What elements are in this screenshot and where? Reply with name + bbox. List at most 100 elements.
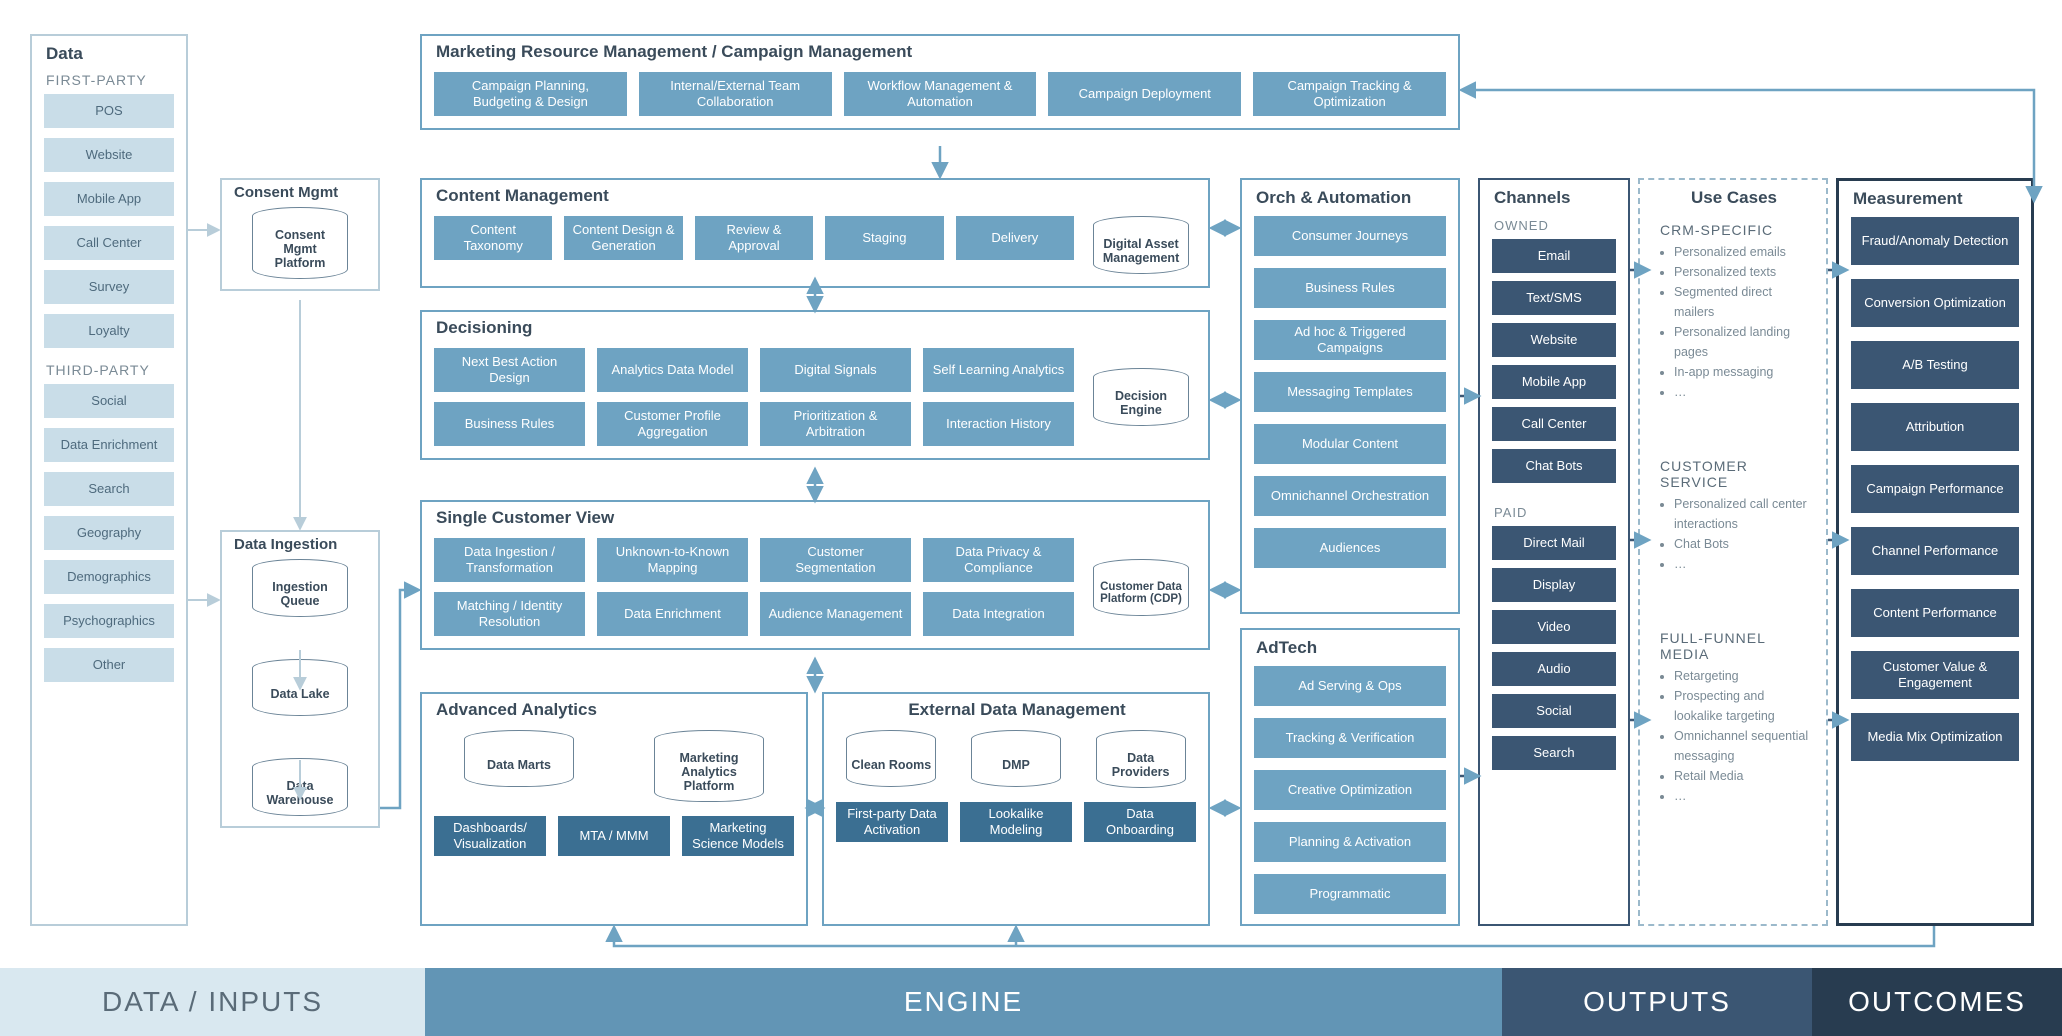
row: Dashboards/ VisualizationMTA / MMMMarket…	[434, 816, 794, 856]
item-box: Ad hoc & Triggered Campaigns	[1254, 320, 1446, 360]
item-box: Creative Optimization	[1254, 770, 1446, 810]
list-item: Omnichannel sequential messaging	[1674, 726, 1814, 766]
owned-list: EmailText/SMSWebsiteMobile AppCall Cente…	[1492, 239, 1616, 483]
item-box: Customer Segmentation	[760, 538, 911, 582]
list-item: Personalized landing pages	[1674, 322, 1814, 362]
item-box: Mobile App	[44, 182, 174, 216]
item-box: Digital Signals	[760, 348, 911, 392]
cylinder-label: Data Marts	[464, 739, 574, 787]
item-box: Channel Performance	[1851, 527, 2019, 575]
item-box: Conversion Optimization	[1851, 279, 2019, 327]
cylinder-label: Data Providers	[1096, 739, 1186, 788]
item-box: Data Onboarding	[1084, 802, 1196, 842]
uc-list: Personalized call center interactionsCha…	[1652, 494, 1814, 574]
row: Next Best Action DesignAnalytics Data Mo…	[434, 348, 1074, 392]
cylinder-label: Customer Data Platform (CDP)	[1093, 568, 1189, 616]
content-box: Delivery	[956, 216, 1074, 260]
content-box: Review & Approval	[695, 216, 813, 260]
item-box: Other	[44, 648, 174, 682]
scv-panel: Single Customer View Data Ingestion / Tr…	[420, 500, 1210, 650]
item-box: Omnichannel Orchestration	[1254, 476, 1446, 516]
analytics-panel: Advanced Analytics Data Marts Marketing …	[420, 692, 808, 926]
cylinder-icon: Customer Data Platform (CDP)	[1093, 559, 1189, 616]
cylinder-icon: Data Lake	[252, 659, 348, 716]
item-box: Dashboards/ Visualization	[434, 816, 546, 856]
uc-list: RetargetingProspecting and lookalike tar…	[1652, 666, 1814, 806]
panel-title: Measurement	[1853, 189, 2019, 209]
panel-title: Use Cases	[1654, 188, 1814, 208]
item-box: Unknown-to-Known Mapping	[597, 538, 748, 582]
item-box: Campaign Planning, Budgeting & Design	[434, 72, 627, 116]
item-box: Marketing Science Models	[682, 816, 794, 856]
orch-list: Consumer JourneysBusiness RulesAd hoc & …	[1254, 216, 1446, 568]
item-box: Social	[1492, 694, 1616, 728]
item-box: Geography	[44, 516, 174, 550]
item-box: Data Enrichment	[44, 428, 174, 462]
list-item: Segmented direct mailers	[1674, 282, 1814, 322]
item-box: Planning & Activation	[1254, 822, 1446, 862]
panel-title: Consent Mgmt	[234, 184, 368, 201]
data-panel: Data FIRST-PARTY POSWebsiteMobile AppCal…	[30, 34, 188, 926]
item-box: Internal/External Team Collaboration	[639, 72, 832, 116]
panel-title: Data Ingestion	[234, 536, 368, 553]
item-box: Website	[1492, 323, 1616, 357]
panel-title: Content Management	[436, 186, 1196, 206]
item-box: Search	[44, 472, 174, 506]
item-box: Fraud/Anomaly Detection	[1851, 217, 2019, 265]
adtech-list: Ad Serving & OpsTracking & VerificationC…	[1254, 666, 1446, 914]
third-party-list: SocialData EnrichmentSearchGeographyDemo…	[44, 384, 174, 682]
cylinder-icon: Consent Mgmt Platform	[252, 207, 348, 279]
subhead-first-party: FIRST-PARTY	[46, 72, 174, 88]
adtech-panel: AdTech Ad Serving & OpsTracking & Verifi…	[1240, 628, 1460, 926]
item-box: Workflow Management & Automation	[844, 72, 1037, 116]
list-item: Prospecting and lookalike targeting	[1674, 686, 1814, 726]
list-item: Personalized call center interactions	[1674, 494, 1814, 534]
item-box: Matching / Identity Resolution	[434, 592, 585, 636]
band-engine: ENGINE	[425, 968, 1502, 1036]
item-box: Audio	[1492, 652, 1616, 686]
cylinder-label: Data Warehouse	[252, 767, 348, 816]
row: Business RulesCustomer Profile Aggregati…	[434, 402, 1074, 446]
subhead-third-party: THIRD-PARTY	[46, 362, 174, 378]
list-item: Personalized emails	[1674, 242, 1814, 262]
item-box: Display	[1492, 568, 1616, 602]
cylinder-label: DMP	[971, 739, 1061, 787]
panel-title: Orch & Automation	[1256, 188, 1446, 208]
item-box: Email	[1492, 239, 1616, 273]
item-box: Analytics Data Model	[597, 348, 748, 392]
decisioning-panel: Decisioning Next Best Action DesignAnaly…	[420, 310, 1210, 460]
item-box: Prioritization & Arbitration	[760, 402, 911, 446]
item-box: Data Privacy & Compliance	[923, 538, 1074, 582]
panel-title: External Data Management	[838, 700, 1196, 720]
cylinder-label: Digital Asset Management	[1093, 225, 1189, 274]
consent-panel: Consent Mgmt Consent Mgmt Platform	[220, 178, 380, 291]
item-box: Social	[44, 384, 174, 418]
item-box: Data Ingestion / Transformation	[434, 538, 585, 582]
cylinder-icon: Data Warehouse	[252, 758, 348, 816]
mrm-row: Campaign Planning, Budgeting & Design Int…	[434, 72, 1446, 116]
cylinder-icon: Data Providers	[1096, 730, 1186, 788]
item-box: Direct Mail	[1492, 526, 1616, 560]
item-box: Messaging Templates	[1254, 372, 1446, 412]
cylinder-label: Marketing Analytics Platform	[654, 739, 764, 802]
list-item: Chat Bots	[1674, 534, 1814, 554]
item-box: POS	[44, 94, 174, 128]
item-box: Ad Serving & Ops	[1254, 666, 1446, 706]
item-box: Lookalike Modeling	[960, 802, 1072, 842]
footer-bands: DATA / INPUTS ENGINE OUTPUTS OUTCOMES	[0, 968, 2062, 1036]
item-box: Campaign Deployment	[1048, 72, 1241, 116]
item-box: Data Enrichment	[597, 592, 748, 636]
list-item: In-app messaging	[1674, 362, 1814, 382]
item-box: Attribution	[1851, 403, 2019, 451]
measurement-list: Fraud/Anomaly Detection Conversion Optimi…	[1851, 217, 2019, 761]
band-data: DATA / INPUTS	[0, 968, 425, 1036]
cylinder-icon: Decision Engine	[1093, 368, 1189, 426]
mrm-panel: Marketing Resource Management / Campaign…	[420, 34, 1460, 130]
row: First-party Data ActivationLookalike Mod…	[836, 802, 1196, 842]
item-box: Customer Value & Engagement	[1851, 651, 2019, 699]
item-box: Media Mix Optimization	[1851, 713, 2019, 761]
item-box: Video	[1492, 610, 1616, 644]
item-box: Text/SMS	[1492, 281, 1616, 315]
item-box: Mobile App	[1492, 365, 1616, 399]
cylinder-label: Data Lake	[252, 668, 348, 716]
